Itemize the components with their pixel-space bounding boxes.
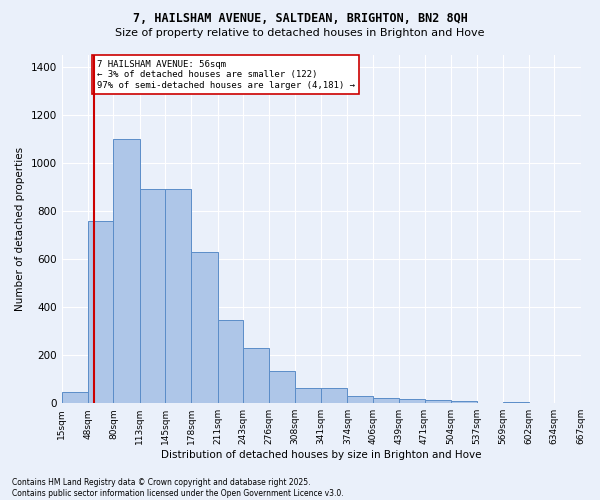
Bar (88, 220, 113, 403)
Bar (140, 190, 165, 403)
Bar (347, 396, 373, 403)
Bar (243, 348, 269, 403)
Bar (399, 399, 425, 403)
Bar (218, 320, 243, 403)
X-axis label: Distribution of detached houses by size in Brighton and Hove: Distribution of detached houses by size … (161, 450, 481, 460)
Bar (321, 388, 347, 403)
Bar (113, 139, 140, 403)
Bar (373, 398, 399, 403)
Y-axis label: Number of detached properties: Number of detached properties (15, 147, 25, 311)
Text: 7 HAILSHAM AVENUE: 56sqm
← 3% of detached houses are smaller (122)
97% of semi-d: 7 HAILSHAM AVENUE: 56sqm ← 3% of detache… (97, 60, 355, 90)
Bar (295, 388, 321, 403)
Text: 7, HAILSHAM AVENUE, SALTDEAN, BRIGHTON, BN2 8QH: 7, HAILSHAM AVENUE, SALTDEAN, BRIGHTON, … (133, 12, 467, 26)
Text: Size of property relative to detached houses in Brighton and Hove: Size of property relative to detached ho… (115, 28, 485, 38)
Bar (451, 401, 477, 403)
Bar (503, 402, 529, 403)
Bar (165, 190, 191, 403)
Bar (269, 371, 295, 403)
Bar (62, 392, 88, 403)
Bar (425, 400, 451, 403)
Text: Contains HM Land Registry data © Crown copyright and database right 2025.
Contai: Contains HM Land Registry data © Crown c… (12, 478, 344, 498)
Bar (191, 252, 218, 403)
